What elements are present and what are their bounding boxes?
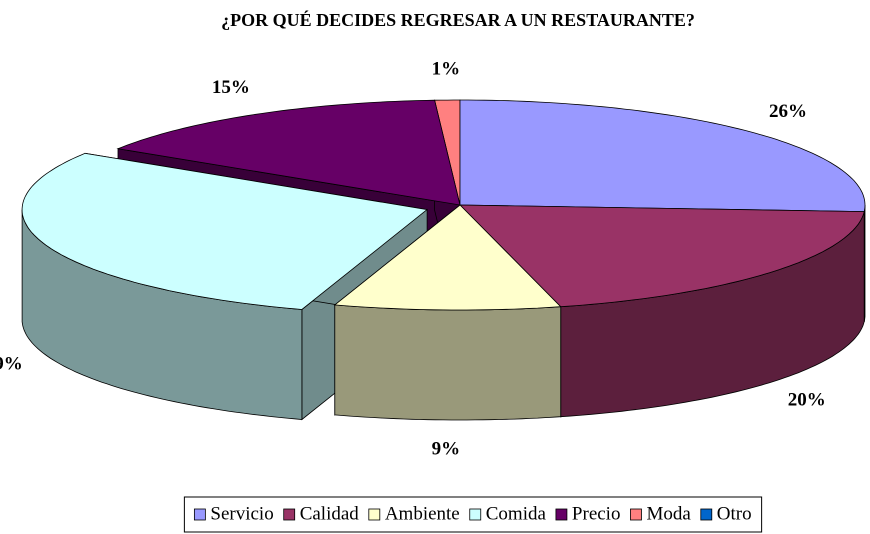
- legend-swatch: [193, 508, 206, 521]
- legend-swatch: [700, 508, 713, 521]
- legend-label: Servicio: [210, 503, 273, 524]
- data-label: 1%: [432, 58, 461, 79]
- slice-top: [333, 204, 562, 311]
- data-label: 20%: [788, 389, 826, 410]
- legend-swatch: [555, 508, 568, 521]
- legend-swatch: [469, 508, 482, 521]
- legend-swatch: [368, 508, 381, 521]
- legend-swatch: [630, 508, 642, 521]
- legend-label: Precio: [572, 503, 621, 524]
- slice-top: [459, 204, 865, 308]
- legend-label: Comida: [486, 503, 547, 524]
- legend-label: Otro: [717, 503, 752, 524]
- data-label: 29%: [0, 354, 23, 375]
- chart-title: ¿POR QUÉ DECIDES REGRESAR A UN RESTAURAN…: [221, 9, 695, 30]
- legend: Servicio Calidad Ambiente Comida Precio Moda O…: [193, 503, 752, 524]
- slice-top: [116, 99, 461, 206]
- legend-label: Calidad: [300, 503, 360, 524]
- slice-top: [21, 152, 429, 310]
- slice-wall: [334, 304, 562, 421]
- data-label: 26%: [769, 101, 807, 122]
- slice-top: [459, 99, 866, 213]
- data-label: 15%: [212, 77, 250, 98]
- legend-label: Ambiente: [385, 503, 460, 524]
- legend-swatch: [283, 508, 296, 521]
- legend-label: Moda: [646, 503, 691, 524]
- data-label: 9%: [432, 438, 461, 459]
